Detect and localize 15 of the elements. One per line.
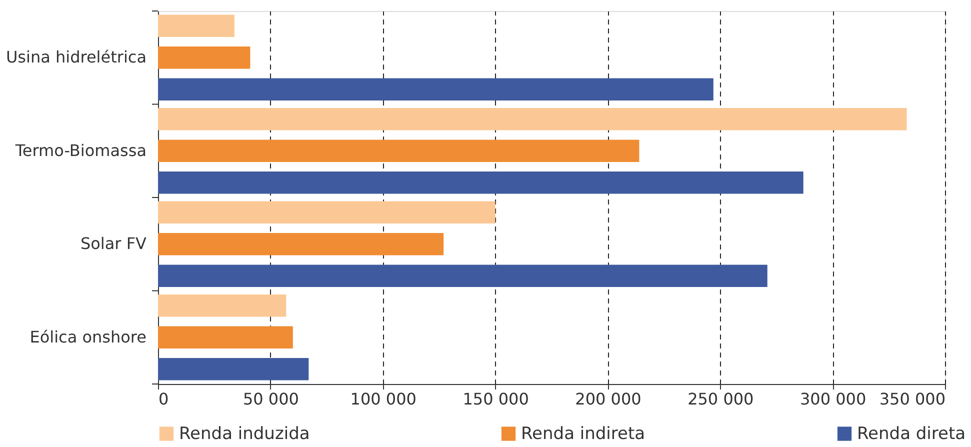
x-tick-label: 350 000	[879, 390, 946, 408]
y-tick-label: Eólica onshore	[30, 327, 146, 346]
x-tick-label: 0	[158, 390, 169, 408]
x-tick-label: 150 000	[462, 390, 529, 408]
legend-label: Renda indireta	[521, 424, 646, 444]
x-tick-label: 100 000	[350, 390, 416, 408]
y-tick-label: Termo-Biomassa	[14, 140, 146, 160]
x-tick-label: 250 000	[688, 390, 754, 408]
legend-label: Renda direta	[857, 424, 966, 444]
legend-label: Renda induzida	[179, 424, 310, 444]
x-tick-label: 50 000	[242, 390, 299, 408]
y-tick-label: Usina hidrelétrica	[6, 48, 146, 67]
y-tick-label: Solar FV	[80, 234, 147, 254]
x-tick-label: 200 000	[575, 390, 642, 408]
x-tick-label: 300 000	[800, 390, 866, 408]
